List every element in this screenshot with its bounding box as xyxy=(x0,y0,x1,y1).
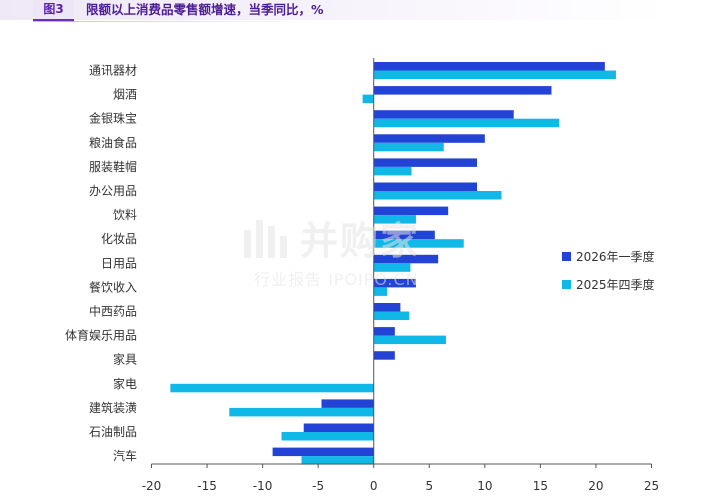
bars-group xyxy=(170,62,616,465)
category-label: 金银珠宝 xyxy=(89,111,137,126)
bar-series1 xyxy=(321,399,374,408)
category-label: 餐饮收入 xyxy=(89,279,137,294)
figure-header: 图3 限额以上消费品零售额增速，当季同比，% xyxy=(0,0,701,22)
bar-series1 xyxy=(373,230,435,240)
bar-series2 xyxy=(281,432,374,441)
bar-series1 xyxy=(373,134,485,143)
bar-series2 xyxy=(373,239,464,248)
bar-series2 xyxy=(373,263,411,272)
bar-series1 xyxy=(373,254,439,264)
bar-series2 xyxy=(373,335,446,345)
category-label: 汽车 xyxy=(113,448,137,463)
bar-series2 xyxy=(362,94,374,104)
x-tick-label: -20 xyxy=(142,479,162,493)
category-label: 石油制品 xyxy=(89,425,137,439)
figure-number-badge: 图3 xyxy=(33,0,74,22)
bar-series2 xyxy=(373,118,560,128)
category-label: 服装鞋帽 xyxy=(89,159,137,174)
bar-series1 xyxy=(303,423,374,432)
bar-series1 xyxy=(373,86,552,95)
x-tick-label: 10 xyxy=(477,479,492,493)
x-tick-label: -5 xyxy=(312,479,324,493)
bar-series1 xyxy=(373,303,401,312)
bar-series1 xyxy=(373,327,395,336)
legend-label: 2025年四季度 xyxy=(576,277,655,292)
header-band xyxy=(0,0,701,20)
legend-swatch xyxy=(562,252,571,261)
category-label: 化妆品 xyxy=(101,232,137,246)
bar-series2 xyxy=(373,287,388,296)
category-label: 建筑装潢 xyxy=(89,400,137,415)
x-tick-label: 25 xyxy=(644,479,659,493)
x-tick-label: -10 xyxy=(253,479,273,493)
x-tick-label: 20 xyxy=(588,479,603,493)
category-label: 体育娱乐用品 xyxy=(65,328,137,343)
bar-series1 xyxy=(373,351,395,360)
x-tick-label: 5 xyxy=(425,479,433,493)
category-label: 粮油食品 xyxy=(89,135,137,150)
legend-label: 2026年一季度 xyxy=(576,249,655,264)
title-underline xyxy=(33,21,313,22)
legend-swatch xyxy=(562,280,571,289)
bar-series2 xyxy=(373,142,444,152)
bar-series1 xyxy=(373,62,605,71)
x-tick-label: -15 xyxy=(197,479,217,493)
bar-series1 xyxy=(373,182,478,191)
x-tick-label: 15 xyxy=(533,479,548,493)
bar-series1 xyxy=(373,278,416,288)
bar-series1 xyxy=(373,110,514,119)
category-label: 通讯器材 xyxy=(89,64,137,78)
bar-series2 xyxy=(373,215,416,224)
legend: 2026年一季度 2025年四季度 xyxy=(562,249,655,292)
category-label: 烟酒 xyxy=(113,88,137,102)
bar-series2 xyxy=(373,166,412,176)
category-labels: 通讯器材烟酒金银珠宝粮油食品服装鞋帽办公用品饮料化妆品日用品餐饮收入中西药品体育… xyxy=(65,64,137,464)
bar-series2 xyxy=(170,383,374,393)
bar-series1 xyxy=(373,206,449,216)
bar-series1 xyxy=(272,447,374,457)
bar-series2 xyxy=(373,191,502,200)
category-label: 办公用品 xyxy=(89,183,137,198)
bar-series2 xyxy=(373,70,616,79)
category-label: 饮料 xyxy=(113,208,137,222)
x-axis: -20 -15 -10 -5 0 5 10 15 20 25 xyxy=(142,58,659,493)
bar-series2 xyxy=(373,311,410,320)
category-label: 家具 xyxy=(113,352,137,367)
category-label: 中西药品 xyxy=(89,304,137,319)
category-label: 家电 xyxy=(113,376,137,391)
bar-series2 xyxy=(301,456,374,465)
bar-series2 xyxy=(229,407,374,417)
category-label: 日用品 xyxy=(101,256,137,270)
bar-series1 xyxy=(373,158,478,167)
x-tick-label: 0 xyxy=(370,479,378,493)
chart-title: 限额以上消费品零售额增速，当季同比，% xyxy=(86,2,324,17)
